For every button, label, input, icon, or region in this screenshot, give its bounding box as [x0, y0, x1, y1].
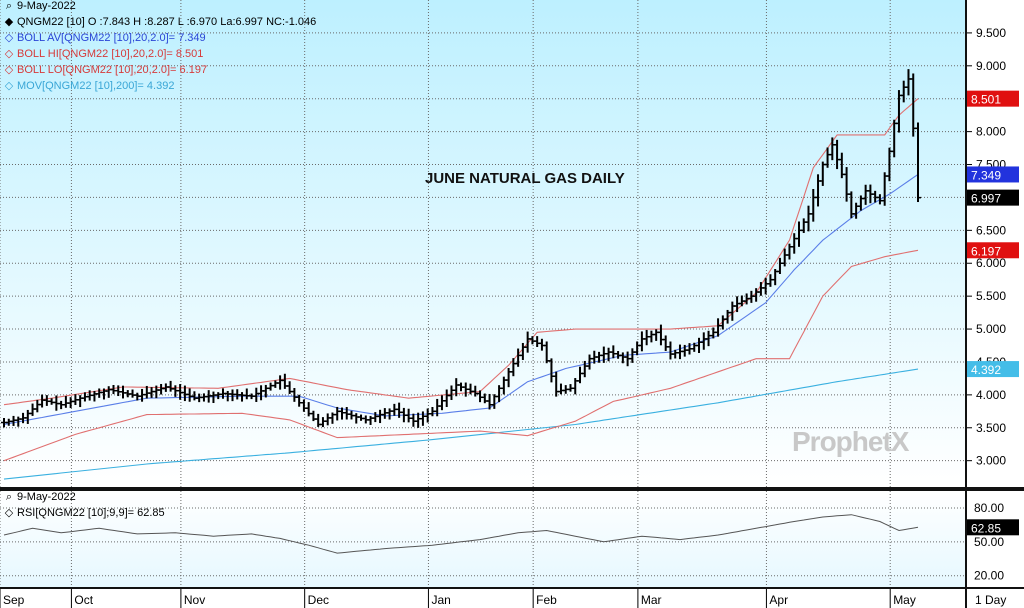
diamond-outline-icon: ◇: [4, 48, 14, 60]
price-marker-label: 6.197: [971, 244, 1001, 258]
rsi-tick-label: 20.00: [974, 569, 1004, 583]
rsi-axis-bg: [967, 491, 1024, 587]
price-marker-label: 6.997: [971, 192, 1001, 206]
month-label: Apr: [769, 593, 788, 607]
price-marker-box: [967, 361, 1019, 378]
tick-label: 5.500: [976, 289, 1006, 303]
month-label: Nov: [184, 593, 205, 607]
tick-label: 9.500: [976, 26, 1006, 40]
legend: ⌕ 9-May-2022 ◆ QNGM22 [10] O :7.843 H :8.2…: [4, 0, 316, 94]
price-marker-label: 7.349: [971, 168, 1001, 182]
diamond-outline-icon: ◇: [4, 64, 14, 76]
rsi-tick-label: 50.00: [974, 535, 1004, 549]
tick-label: 3.500: [976, 421, 1006, 435]
diamond-outline-icon: ◇: [4, 507, 14, 519]
price-marker-box: [967, 166, 1019, 183]
rsi-legend-entry: ◇ RSI[QNGM22 [10];9,9]= 62.85: [4, 507, 165, 519]
legend-boll-av: ◇ BOLL AV[QNGM22 [10],20,2.0]= 7.349: [4, 32, 206, 44]
axis-divider: [0, 587, 1024, 589]
tick-label: 9.000: [976, 59, 1006, 73]
tick-label: 5.000: [976, 322, 1006, 336]
rsi-tick-label: 80.00: [974, 501, 1004, 515]
tick-label: 4.000: [976, 388, 1006, 402]
price-bar: [915, 122, 921, 203]
price-marker-box: [967, 189, 1019, 206]
month-label: Feb: [536, 593, 557, 607]
month-label: Jan: [431, 593, 450, 607]
diamond-outline-icon: ◇: [4, 32, 14, 44]
chart-title: JUNE NATURAL GAS DAILY: [425, 170, 625, 187]
boll-lo-line: [3, 249, 919, 462]
diamond-outline-icon: ◇: [4, 80, 14, 92]
rsi-line: [3, 514, 919, 554]
time-axis-bg: [0, 589, 965, 608]
price-marker-label: 4.392: [971, 363, 1001, 377]
legend-mov: ◇ MOV[QNGM22 [10],200]= 4.392: [4, 80, 175, 92]
magnifier-icon[interactable]: ⌕: [5, 0, 13, 12]
price-marker-label: 8.501: [971, 93, 1001, 107]
price-marker-box: [967, 90, 1019, 107]
rsi-legend: ⌕ 9-May-2022 ◇ RSI[QNGM22 [10];9,9]= 62.85: [4, 489, 165, 521]
month-label: Dec: [308, 593, 329, 607]
panel-divider: [0, 487, 1024, 491]
quote-legend: ◆ QNGM22 [10] O :7.843 H :8.287 L :6.970 …: [4, 16, 317, 28]
tick-label: 6.500: [976, 223, 1006, 237]
legend-boll-hi: ◇ BOLL HI[QNGM22 [10],20,2.0]= 8.501: [4, 48, 204, 60]
price-markers: 8.501 7.349 6.997 6.197 4.392: [967, 90, 1019, 378]
month-label: Mar: [641, 593, 662, 607]
timeframe-label: 1 Day: [975, 593, 1006, 607]
rsi-path: [3, 514, 919, 554]
price-panel-bg: [0, 0, 965, 487]
axis-vertical-divider: [965, 0, 967, 608]
time-axis: Sep Oct Nov Dec Jan Feb Mar Apr May 1 Day: [0, 589, 1024, 608]
rsi-marker-box: [967, 519, 1019, 536]
price-marker-box: [967, 242, 1019, 259]
magnifier-icon[interactable]: ⌕: [5, 491, 13, 503]
tick-label: 8.000: [976, 125, 1006, 139]
month-label: Oct: [74, 593, 93, 607]
mov-line: [3, 368, 919, 480]
tick-label: 6.000: [976, 256, 1006, 270]
tick-label: 3.000: [976, 454, 1006, 468]
date-label: ⌕ 9-May-2022: [5, 0, 76, 12]
rsi-marker-label: 62.85: [971, 521, 1001, 535]
month-label: Sep: [3, 593, 25, 607]
legend-boll-lo: ◇ BOLL LO[QNGM22 [10],20,2.0]= 6.197: [4, 64, 208, 76]
price-bars: [1, 69, 921, 428]
rsi-date-label: ⌕ 9-May-2022: [5, 491, 76, 503]
month-label: May: [893, 593, 916, 607]
timeframe-bg: [967, 589, 1024, 608]
watermark: ProphetX: [792, 426, 909, 457]
diamond-icon: ◆: [4, 16, 14, 28]
rsi-axis: 20.00 50.00 80.00 62.85: [967, 501, 1019, 583]
